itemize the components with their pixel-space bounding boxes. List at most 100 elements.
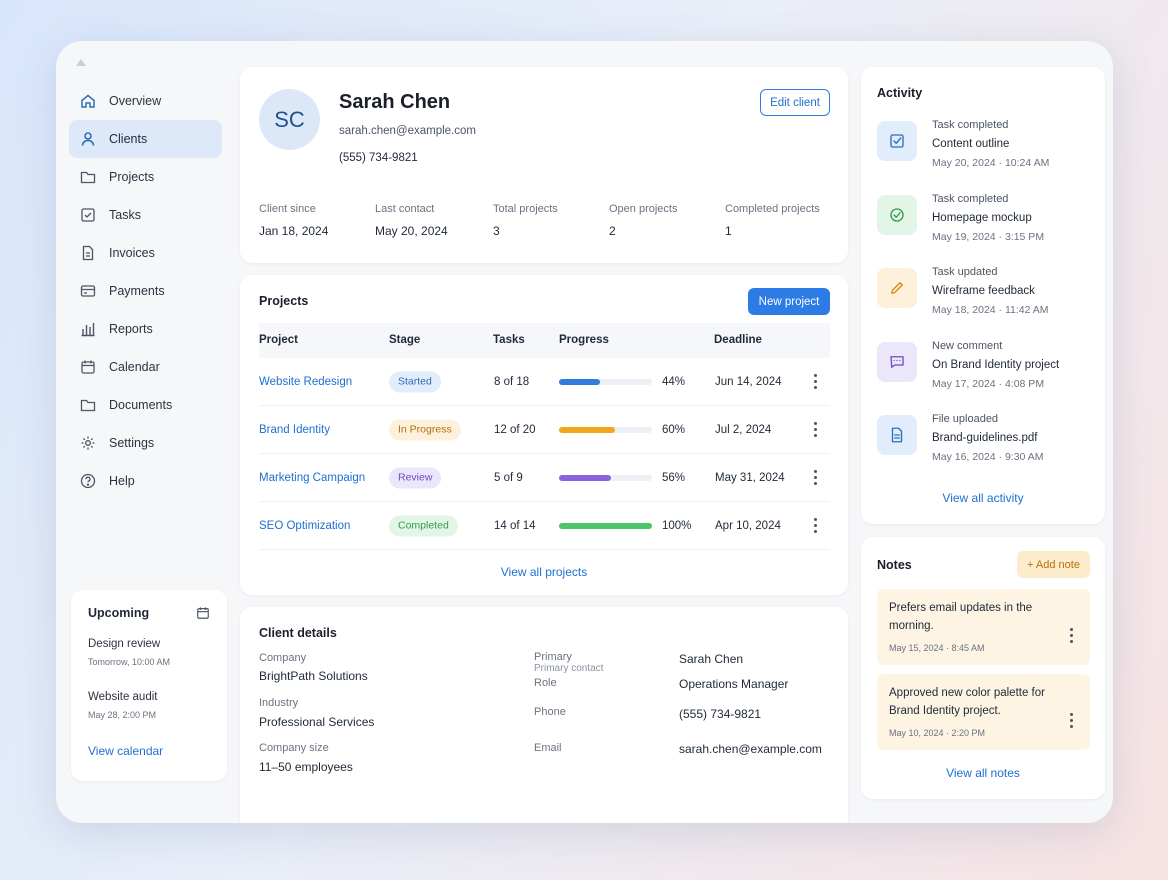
detail-label-email: Email [534, 742, 562, 754]
home-icon [80, 93, 96, 109]
deadline: Apr 10, 2024 [715, 519, 781, 532]
sidebar-item-help[interactable]: Help [69, 462, 222, 500]
project-name-link[interactable]: SEO Optimization [259, 519, 351, 532]
stat-label: Client since [259, 203, 316, 215]
column-header[interactable]: Stage [389, 334, 421, 346]
new-project-button[interactable]: New project [748, 288, 830, 315]
progress-bar [559, 426, 652, 433]
more-options-icon[interactable] [808, 469, 822, 487]
activity-detail: Brand-guidelines.pdf [932, 432, 1038, 444]
view-calendar-link[interactable]: View calendar [88, 744, 164, 758]
project-name-link[interactable]: Website Redesign [259, 375, 353, 388]
detail-label-company-size: Company size [259, 742, 329, 754]
task-count: 8 of 18 [494, 375, 530, 388]
sidebar-item-payments[interactable]: Payments [69, 272, 222, 310]
table-row[interactable]: Marketing Campaign Review 5 of 9 56% May 31,… [259, 454, 830, 502]
activity-item[interactable]: New comment On Brand Identity project May … [877, 340, 1097, 402]
client-email[interactable]: sarah.chen@example.com [339, 125, 476, 137]
column-header[interactable]: Tasks [493, 334, 525, 346]
column-header[interactable]: Project [259, 334, 298, 346]
avatar: SC [259, 89, 320, 150]
column-header[interactable]: Progress [559, 334, 609, 346]
edit-client-button[interactable]: Edit client [760, 89, 830, 116]
detail-value-company: BrightPath Solutions [259, 669, 368, 683]
sidebar-item-invoices[interactable]: Invoices [69, 234, 222, 272]
stage-badge: In Progress [389, 419, 461, 440]
table-row[interactable]: Brand Identity In Progress 12 of 20 60% Jul … [259, 406, 830, 454]
more-options-icon[interactable] [808, 373, 822, 391]
stat-value: 3 [493, 224, 500, 238]
activity-type: Task updated [932, 266, 998, 278]
notes-title: Notes [877, 558, 912, 572]
activity-detail: On Brand Identity project [932, 358, 1060, 371]
progress-bar [559, 522, 652, 529]
client-details-title: Client details [259, 626, 337, 640]
project-name-link[interactable]: Brand Identity [259, 423, 330, 436]
detail-value-phone: (555) 734-9821 [679, 707, 762, 721]
note-item[interactable]: Approved new color palette for Brand Ide… [877, 674, 1090, 750]
sidebar-item-calendar[interactable]: Calendar [69, 348, 222, 386]
more-options-icon[interactable] [808, 517, 822, 535]
activity-item[interactable]: Task completed Content outline May 20, 202… [877, 119, 1097, 181]
more-options-icon[interactable] [1064, 626, 1078, 644]
view-all-notes-link[interactable]: View all notes [946, 766, 1020, 780]
activity-item[interactable]: Task updated Wireframe feedback May 18, 20… [877, 266, 1097, 328]
sidebar-item-label: Settings [109, 436, 155, 450]
sidebar-item-overview[interactable]: Overview [69, 82, 222, 120]
more-options-icon[interactable] [808, 421, 822, 439]
client-profile-card: SC Sarah Chen sarah.chen@example.com (55… [240, 67, 848, 263]
sidebar-item-reports[interactable]: Reports [69, 310, 222, 348]
detail-value-email[interactable]: sarah.chen@example.com [679, 742, 822, 756]
sidebar-item-label: Invoices [109, 246, 155, 260]
sidebar-nav: Overview Clients Projects Tasks Invoices… [69, 82, 222, 500]
calendar-icon[interactable] [196, 606, 210, 620]
sidebar-item-documents[interactable]: Documents [69, 386, 222, 424]
table-row[interactable]: Website Redesign Started 8 of 18 44% Jun 14,… [259, 358, 830, 406]
activity-detail: Wireframe feedback [932, 285, 1035, 297]
view-all-activity-link[interactable]: View all activity [942, 491, 1024, 505]
help-icon [80, 473, 96, 489]
detail-value-role: Operations Manager [679, 677, 789, 691]
task-count: 12 of 20 [494, 423, 536, 436]
task-count: 14 of 14 [494, 519, 536, 532]
sidebar-item-projects[interactable]: Projects [69, 158, 222, 196]
activity-item[interactable]: File uploaded Brand-guidelines.pdf May 16,… [877, 413, 1097, 475]
sidebar-item-settings[interactable]: Settings [69, 424, 222, 462]
view-all-projects-link[interactable]: View all projects [500, 565, 588, 579]
client-details-card: Client details Company BrightPath Soluti… [240, 607, 848, 823]
project-name-link[interactable]: Marketing Campaign [259, 471, 366, 484]
check-circle-icon [877, 194, 917, 235]
activity-detail: Content outline [932, 138, 1010, 150]
stat-value: Jan 18, 2024 [259, 224, 329, 238]
note-item[interactable]: Prefers email updates in the morning. Ma… [877, 589, 1090, 665]
progress-bar [559, 474, 652, 481]
gear-icon [80, 435, 96, 451]
note-text: Approved new color palette for Brand Ide… [889, 687, 1045, 717]
more-options-icon[interactable] [1064, 711, 1078, 729]
file-icon [877, 415, 917, 455]
activity-item[interactable]: Task completed Homepage mockup May 19, 202… [877, 193, 1097, 255]
client-phone: (555) 734-9821 [339, 152, 418, 164]
detail-label-primary: Primary [534, 651, 572, 663]
detail-label-primary-contact: Primary contact [534, 663, 604, 674]
upcoming-item-title[interactable]: Design review [88, 638, 161, 650]
stat-value: 1 [725, 224, 732, 238]
sidebar-item-tasks[interactable]: Tasks [69, 196, 222, 234]
deadline: Jul 2, 2024 [715, 423, 772, 436]
sidebar-item-label: Calendar [109, 360, 160, 374]
column-header[interactable]: Deadline [714, 334, 762, 346]
add-note-button[interactable]: + Add note [1017, 551, 1090, 578]
sidebar-item-clients[interactable]: Clients [69, 120, 222, 158]
folder-icon [80, 169, 96, 185]
detail-value-company-size: 11–50 employees [259, 760, 353, 774]
progress-bar-fill [559, 426, 615, 433]
progress-bar-fill [559, 378, 600, 385]
progress-bar-fill [559, 522, 652, 529]
progress-bar-fill [559, 474, 612, 481]
note-text: Prefers email updates in the morning. [889, 602, 1033, 632]
stat-label: Last contact [375, 203, 435, 215]
upcoming-item-title[interactable]: Website audit [88, 691, 158, 703]
table-row[interactable]: SEO Optimization Completed 14 of 14 100% Apr… [259, 502, 830, 550]
stat-label: Total projects [493, 203, 558, 215]
pencil-icon [877, 268, 917, 308]
